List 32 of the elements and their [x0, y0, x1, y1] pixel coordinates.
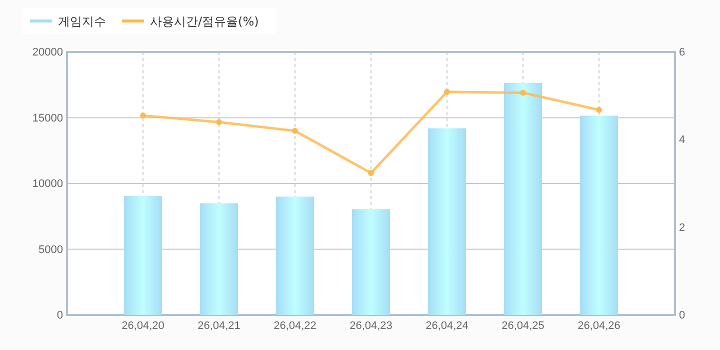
bar — [428, 128, 466, 315]
x-tick-label: 26,04,25 — [502, 320, 544, 332]
y-tick-label: 10000 — [32, 178, 63, 190]
legend-label: 사용시간/점유율(%) — [150, 14, 259, 28]
point — [444, 88, 450, 95]
y2-tick-label: 6 — [679, 46, 686, 59]
x-tick-label: 26,04,21 — [198, 320, 240, 332]
y-tick-label: 15000 — [32, 112, 63, 124]
y-tick-label: 20000 — [32, 46, 63, 59]
y-tick-label: 5000 — [38, 244, 63, 256]
legend-label: 게임지수 — [58, 14, 106, 28]
point — [140, 112, 146, 119]
y2-tick-label: 4 — [679, 134, 686, 146]
bar — [504, 82, 542, 315]
bar — [200, 203, 238, 315]
x-tick-label: 26,04,23 — [350, 320, 392, 332]
bar — [580, 116, 618, 315]
bar — [124, 196, 162, 315]
point — [596, 106, 602, 113]
point — [368, 170, 374, 176]
y2-tick-label: 0 — [679, 310, 686, 322]
y2-tick-label: 2 — [679, 222, 686, 234]
point — [292, 128, 298, 134]
bar — [276, 196, 314, 315]
x-tick-label: 26,04,22 — [274, 320, 316, 332]
x-tick-label: 26,04,20 — [122, 320, 164, 332]
point — [216, 119, 222, 126]
x-tick-label: 26,04,24 — [426, 320, 468, 332]
y-tick-label: 0 — [56, 310, 63, 322]
x-tick-label: 26,04,26 — [578, 320, 620, 332]
bar — [352, 209, 390, 315]
point — [520, 90, 526, 96]
